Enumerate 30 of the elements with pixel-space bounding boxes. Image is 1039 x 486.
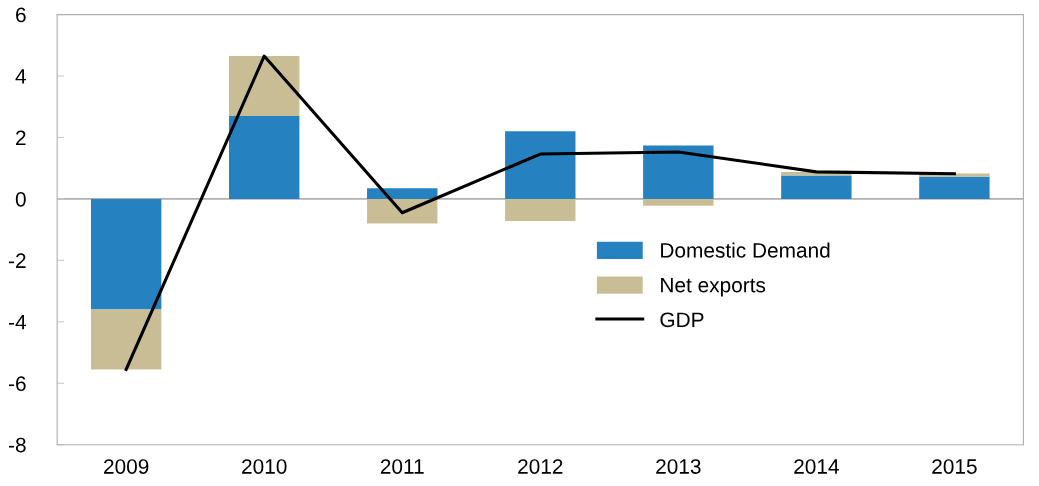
line-series	[124, 54, 956, 371]
bar	[90, 198, 162, 310]
y-tick-label: 6	[16, 7, 26, 23]
x-tick-label: 2012	[518, 459, 563, 474]
bar	[505, 198, 576, 222]
x-tick-label: 2013	[656, 459, 701, 474]
x-tick-label: 2014	[794, 459, 839, 474]
y-tick-label: -4	[8, 315, 26, 330]
bar	[643, 145, 714, 199]
bar	[90, 309, 162, 370]
x-tick-label: 2009	[104, 459, 149, 474]
legend-label: Net exports	[661, 277, 766, 297]
legend-label: Domestic Demand	[661, 242, 830, 258]
y-tick-label: 2	[16, 130, 26, 146]
legend-label: GDP	[660, 312, 704, 328]
y-tick-label: -2	[8, 253, 26, 268]
bar	[229, 56, 300, 116]
bar	[367, 188, 438, 199]
bar	[919, 176, 990, 199]
bar	[229, 115, 300, 199]
x-tick-label: 2010	[242, 459, 287, 474]
y-tick-label: 0	[15, 191, 26, 207]
bar	[781, 175, 852, 199]
y-tick-label: -6	[8, 376, 26, 391]
bar	[643, 198, 714, 206]
y-tick-label: 4	[15, 69, 26, 84]
y-tick-label: -8	[8, 437, 26, 453]
bar	[505, 131, 576, 199]
x-tick-label: 2015	[932, 459, 977, 474]
x-tick-label: 2011	[380, 459, 424, 474]
